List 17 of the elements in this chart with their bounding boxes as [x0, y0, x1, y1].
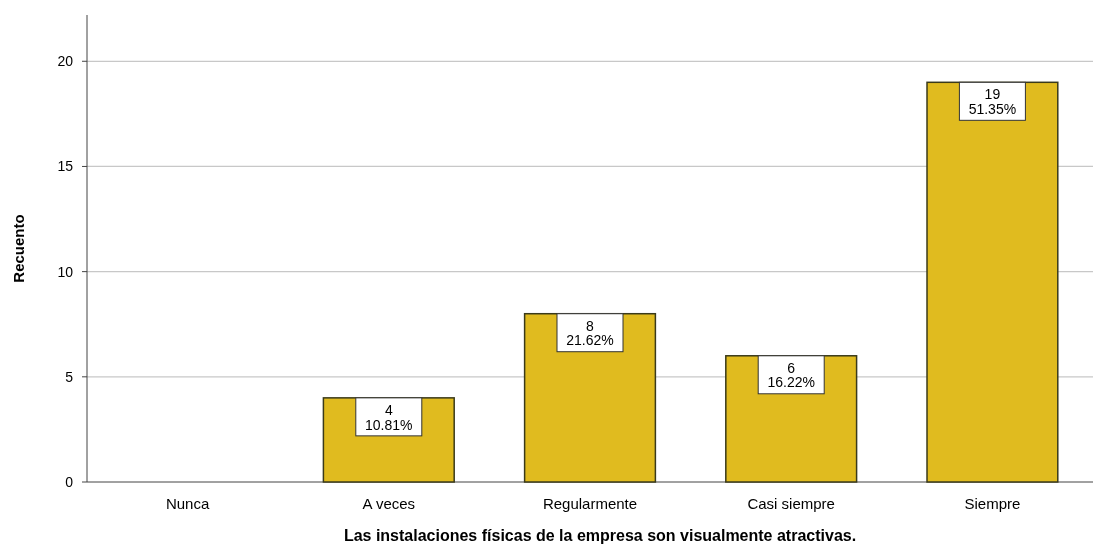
x-tick-label: Regularmente [542, 495, 638, 512]
data-label: 19 51.35% [968, 86, 1017, 118]
bar [926, 81, 1059, 483]
y-tick-label: 10 [57, 263, 74, 280]
y-tick-label: 20 [57, 53, 74, 70]
x-tick-label: Siempre [964, 495, 1021, 512]
data-label: 6 16.22% [767, 359, 815, 391]
data-label: 8 21.62% [566, 317, 614, 349]
x-axis-title: Las instalaciones físicas de la empresa son visualmente atractivas. [343, 527, 857, 544]
y-tick-label: 0 [65, 473, 74, 490]
y-axis-title: Recuento [10, 214, 27, 283]
x-tick-label: Nunca [165, 495, 210, 512]
x-tick-label: A veces [362, 495, 416, 512]
y-tick-label: 5 [65, 368, 74, 385]
x-tick-label: Casi siempre [747, 495, 835, 512]
y-tick-label: 15 [57, 158, 74, 175]
data-label: 4 10.81% [365, 401, 413, 433]
